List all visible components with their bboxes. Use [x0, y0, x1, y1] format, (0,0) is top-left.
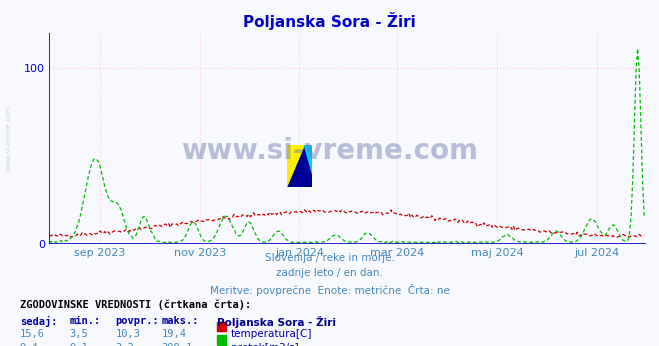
Text: 3,2: 3,2 [115, 343, 134, 346]
Text: 0,4: 0,4 [20, 343, 38, 346]
Text: maks.:: maks.: [161, 316, 199, 326]
Text: 3,5: 3,5 [69, 329, 88, 339]
Text: www.si-vreme.com: www.si-vreme.com [181, 137, 478, 164]
Polygon shape [304, 145, 312, 174]
Text: zadnje leto / en dan.: zadnje leto / en dan. [276, 268, 383, 279]
Text: Slovenija / reke in morje.: Slovenija / reke in morje. [264, 253, 395, 263]
Text: sedaj:: sedaj: [20, 316, 57, 327]
Text: 0,1: 0,1 [69, 343, 88, 346]
Text: Poljanska Sora - Žiri: Poljanska Sora - Žiri [217, 316, 337, 328]
Text: 208,1: 208,1 [161, 343, 192, 346]
Polygon shape [287, 145, 304, 187]
Text: 15,6: 15,6 [20, 329, 45, 339]
Text: ZGODOVINSKE VREDNOSTI (črtkana črta):: ZGODOVINSKE VREDNOSTI (črtkana črta): [20, 299, 251, 310]
Text: min.:: min.: [69, 316, 100, 326]
Text: temperatura[C]: temperatura[C] [231, 329, 312, 339]
Text: povpr.:: povpr.: [115, 316, 159, 326]
Text: 19,4: 19,4 [161, 329, 186, 339]
Text: 10,3: 10,3 [115, 329, 140, 339]
Text: pretok[m3/s]: pretok[m3/s] [231, 343, 299, 346]
Text: www.si-vreme.com: www.si-vreme.com [5, 105, 12, 172]
Text: Meritve: povprečne  Enote: metrične  Črta: ne: Meritve: povprečne Enote: metrične Črta:… [210, 284, 449, 296]
Text: Poljanska Sora - Žiri: Poljanska Sora - Žiri [243, 12, 416, 30]
